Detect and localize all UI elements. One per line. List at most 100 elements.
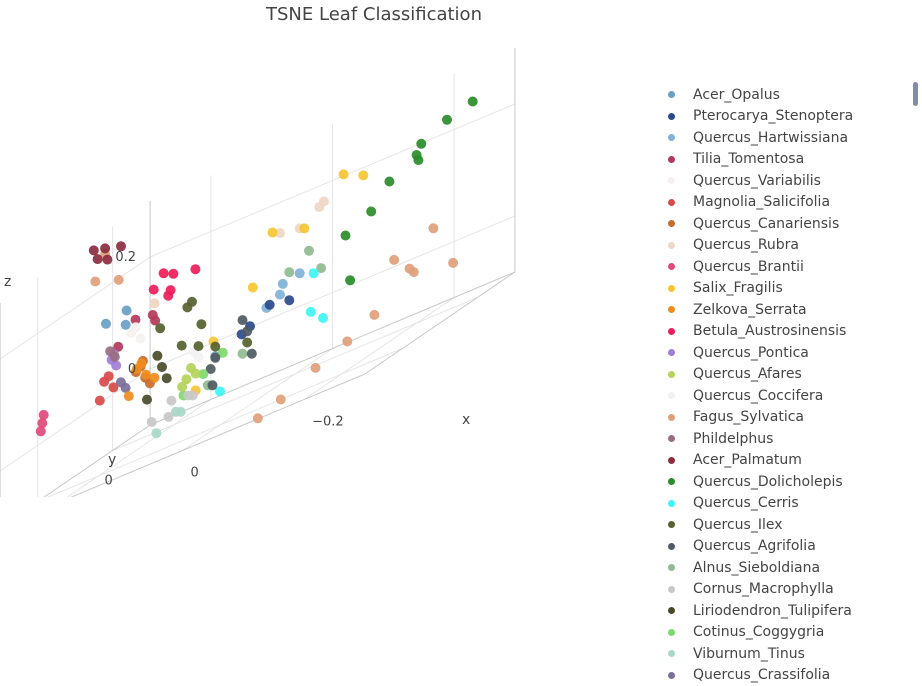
data-point	[90, 277, 100, 287]
legend-marker	[668, 199, 675, 206]
legend-label: Quercus_Hartwissiana	[693, 130, 848, 146]
legend-marker	[668, 650, 675, 657]
legend-item[interactable]: Quercus_Rubra	[662, 235, 902, 257]
data-point	[442, 115, 452, 125]
data-point	[93, 254, 103, 264]
legend-item[interactable]: Quercus_Canariensis	[662, 213, 902, 235]
data-point	[104, 371, 114, 381]
x-tick-label: 0	[191, 466, 199, 481]
data-point	[468, 97, 478, 107]
data-point	[131, 322, 141, 332]
legend-item[interactable]: Zelkova_Serrata	[662, 299, 902, 321]
legend-marker	[668, 521, 675, 528]
data-point	[253, 413, 263, 423]
data-point	[366, 207, 376, 217]
legend-label: Quercus_Rubra	[693, 237, 799, 253]
legend-item[interactable]: Betula_Austrosinensis	[662, 321, 902, 343]
legend-item[interactable]: Quercus_Variabilis	[662, 170, 902, 192]
data-point	[36, 426, 46, 436]
legend-item[interactable]: Quercus_Cerris	[662, 493, 902, 515]
legend-scrollbar[interactable]	[913, 82, 918, 106]
data-point	[110, 352, 120, 362]
legend-label: Salix_Fragilis	[693, 280, 783, 296]
legend-label: Zelkova_Serrata	[693, 302, 807, 318]
data-point	[137, 358, 147, 368]
legend-label: Liriodendron_Tulipifera	[693, 603, 852, 619]
legend-item[interactable]: Acer_Palmatum	[662, 450, 902, 472]
data-point	[275, 290, 285, 300]
legend-item[interactable]: Cotinus_Coggygria	[662, 622, 902, 644]
legend-item[interactable]: Pterocarya_Stenoptera	[662, 106, 902, 128]
data-point	[121, 320, 131, 330]
legend-item[interactable]: Liriodendron_Tulipifera	[662, 600, 902, 622]
data-point	[95, 396, 105, 406]
legend-item[interactable]: Quercus_Coccifera	[662, 385, 902, 407]
legend-item[interactable]: Quercus_Pontica	[662, 342, 902, 364]
data-point	[122, 306, 132, 316]
legend-label: Quercus_Crassifolia	[693, 667, 830, 683]
legend-item[interactable]: Phildelphus	[662, 428, 902, 450]
z-axis-label: z	[4, 274, 11, 290]
legend-item[interactable]: Quercus_Dolicholepis	[662, 471, 902, 493]
data-point	[124, 391, 134, 401]
data-point	[191, 369, 201, 379]
legend-item[interactable]: Salix_Fragilis	[662, 278, 902, 300]
data-point	[142, 395, 152, 405]
legend-label: Cornus_Macrophylla	[693, 581, 834, 597]
legend-item[interactable]: Quercus_Ilex	[662, 514, 902, 536]
scatter-3d-scene[interactable]: −0.200.200.200.2 x y z	[0, 0, 650, 497]
legend-label: Quercus_Agrifolia	[693, 538, 816, 554]
legend-label: Viburnum_Tinus	[693, 646, 805, 662]
legend-label: Magnolia_Salicifolia	[693, 194, 830, 210]
legend-item[interactable]: Viburnum_Tinus	[662, 643, 902, 665]
legend-label: Quercus_Dolicholepis	[693, 474, 843, 490]
data-point	[210, 353, 220, 363]
data-point	[164, 412, 174, 422]
data-point	[150, 298, 160, 308]
data-point	[136, 334, 146, 344]
legend-label: Quercus_Coccifera	[693, 388, 823, 404]
data-point	[150, 373, 160, 383]
legend-item[interactable]: Fagus_Sylvatica	[662, 407, 902, 429]
data-point	[248, 283, 258, 293]
legend-marker	[668, 672, 675, 679]
legend-item[interactable]: Quercus_Crassifolia	[662, 665, 902, 686]
legend-item[interactable]: Quercus_Brantii	[662, 256, 902, 278]
legend-item[interactable]: Acer_Opalus	[662, 84, 902, 106]
legend-label: Acer_Palmatum	[693, 452, 802, 468]
legend-label: Betula_Austrosinensis	[693, 323, 846, 339]
legend-item[interactable]: Alnus_Sieboldiana	[662, 557, 902, 579]
legend-label: Tilia_Tomentosa	[693, 151, 804, 167]
legend-item[interactable]: Quercus_Hartwissiana	[662, 127, 902, 149]
legend-marker	[668, 371, 675, 378]
data-point	[147, 417, 157, 427]
data-point	[311, 363, 321, 373]
data-point	[166, 285, 176, 295]
legend-marker	[668, 263, 675, 270]
legend-marker	[668, 564, 675, 571]
legend-item[interactable]: Quercus_Agrifolia	[662, 536, 902, 558]
data-point	[114, 275, 124, 285]
data-point	[238, 315, 248, 325]
legend-item[interactable]: Magnolia_Salicifolia	[662, 192, 902, 214]
legend-marker	[668, 220, 675, 227]
z-tick-label: 0	[128, 362, 136, 377]
legend-item[interactable]: Quercus_Afares	[662, 364, 902, 386]
data-point	[299, 223, 309, 233]
data-point	[100, 243, 110, 253]
data-point	[448, 258, 458, 268]
data-point	[306, 307, 316, 317]
legend-item[interactable]: Tilia_Tomentosa	[662, 149, 902, 171]
data-point	[177, 341, 187, 351]
legend-item[interactable]: Cornus_Macrophylla	[662, 579, 902, 601]
legend-marker	[668, 435, 675, 442]
legend-marker	[668, 113, 675, 120]
legend-label: Quercus_Ilex	[693, 517, 783, 533]
legend-label: Phildelphus	[693, 431, 773, 447]
data-point	[149, 285, 159, 295]
legend-marker	[668, 349, 675, 356]
legend-label: Quercus_Variabilis	[693, 173, 821, 189]
data-point	[284, 267, 294, 277]
z-tick-label: 0.2	[115, 250, 136, 265]
